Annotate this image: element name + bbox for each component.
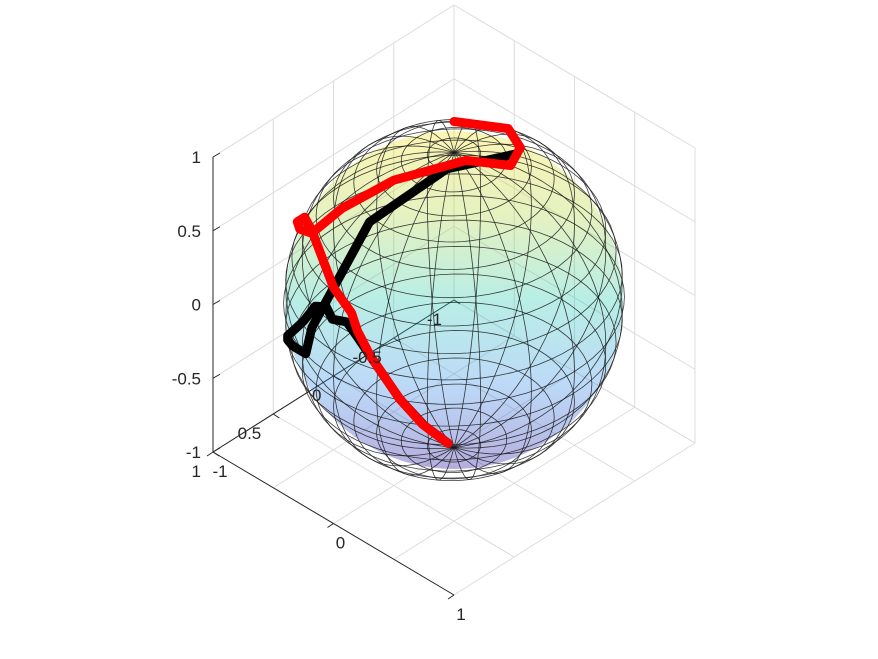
z-tick-mark [212, 447, 221, 453]
tick-labels: -1-0.500.51-1-0.500.51 -101 [172, 148, 466, 624]
longitude-line [453, 152, 623, 449]
sphere [283, 119, 625, 482]
x-tick-label: -1 [212, 462, 227, 481]
z-tick-label: -0.5 [172, 369, 201, 388]
grid-line [212, 78, 455, 232]
x-tick-mark [206, 451, 214, 457]
longitude-line [301, 145, 455, 448]
grid-line [212, 4, 455, 158]
z-tick-mark [212, 152, 221, 158]
grid-line [393, 406, 636, 560]
x-tick-label: 1 [456, 605, 465, 624]
x-tick-mark [447, 594, 455, 600]
longitude-line [453, 152, 607, 455]
x-tick-label: 0 [336, 534, 345, 553]
longitude-line [453, 152, 532, 475]
longitude-line [453, 152, 482, 481]
y-tick-mark [272, 413, 280, 419]
z-tick-label: -1 [186, 443, 201, 462]
y-tick-label: 0.5 [238, 424, 262, 443]
z-tick-label: 0 [192, 296, 201, 315]
longitude-line [426, 152, 455, 481]
longitude-line [453, 143, 607, 448]
longitude-line [285, 151, 455, 448]
z-tick-label: 0.5 [177, 222, 201, 241]
z-tick-mark [212, 373, 221, 379]
z-tick-mark [212, 300, 221, 305]
grid-line [272, 413, 515, 558]
y-tick-label: -0.5 [352, 348, 381, 367]
longitude-line [376, 152, 455, 476]
y-tick-mark [212, 451, 220, 457]
grid-line [453, 4, 696, 149]
z-tick-mark [212, 226, 221, 232]
x-tick-mark [327, 523, 334, 528]
y-tick-label: 0 [312, 386, 321, 405]
trajectory-red [292, 117, 525, 448]
grid-line [453, 78, 696, 223]
y-tick-label: -1 [427, 310, 442, 329]
trajectories [283, 117, 525, 448]
longitude-line [376, 125, 455, 448]
z-tick-label: 1 [192, 148, 201, 167]
longitude-line [426, 119, 455, 448]
longitude-line [285, 152, 455, 450]
grid-line [453, 442, 696, 596]
longitude-line [453, 150, 623, 448]
y-tick-label: 1 [192, 462, 201, 481]
